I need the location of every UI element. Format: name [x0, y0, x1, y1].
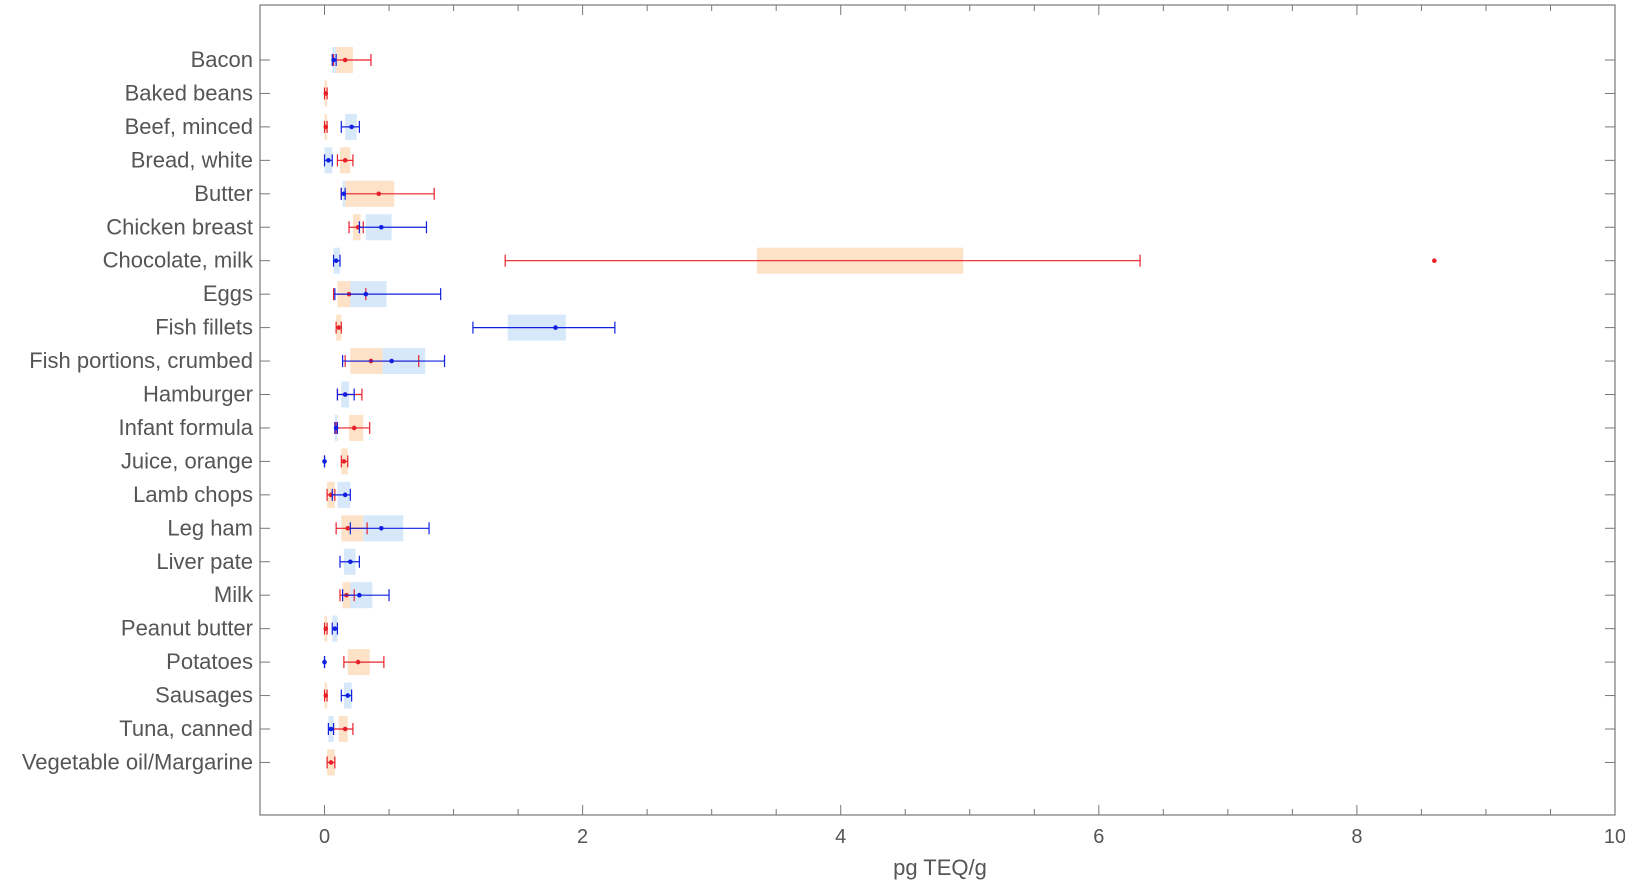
category-label-bacon: Bacon	[191, 47, 253, 72]
x-tick-label: 8	[1351, 826, 1362, 848]
point-tuna-canned-s0	[342, 726, 348, 732]
x-tick-label: 10	[1604, 826, 1625, 848]
point-infant-formula-s0	[351, 425, 357, 431]
point-fish-fillets-s1	[553, 325, 558, 330]
category-label-sausages: Sausages	[155, 683, 253, 708]
point-vegetable-oil-margarine-s0	[328, 760, 334, 765]
point-potatoes-s0	[355, 659, 361, 665]
point-chicken-breast-s1	[379, 224, 384, 230]
point-butter-s0	[376, 191, 382, 197]
category-label-fish-fillets: Fish fillets	[155, 315, 253, 340]
whisker-layer	[322, 54, 1437, 769]
point-infant-formula-s1	[333, 425, 339, 431]
point-butter-s1	[341, 191, 347, 197]
category-label-hamburger: Hamburger	[143, 382, 253, 407]
category-label-eggs: Eggs	[203, 281, 253, 306]
point-leg-ham-s0	[345, 526, 351, 531]
category-label-milk: Milk	[214, 582, 254, 607]
point-bread-white-s0	[342, 158, 348, 163]
point-leg-ham-s1	[379, 526, 384, 531]
point-juice-orange-s1	[322, 459, 327, 464]
point-juice-orange-s0	[341, 459, 347, 464]
category-label-baked-beans: Baked beans	[125, 80, 253, 105]
x-axis: 0 2 4 6 8 10	[259, 5, 1625, 848]
category-labels: Bacon Baked beans Beef, minced Bread, white…	[22, 47, 1615, 774]
category-label-lamb-chops: Lamb chops	[133, 482, 253, 507]
x-tick-label: 6	[1093, 826, 1104, 848]
box-rect-layer	[324, 47, 964, 776]
point-eggs-s1	[363, 291, 369, 297]
category-label-potatoes: Potatoes	[166, 649, 253, 674]
point-potatoes-s1	[322, 659, 327, 665]
point-fish-fillets-s0	[336, 325, 342, 330]
point-baked-beans-s0	[323, 91, 329, 96]
category-label-butter: Butter	[194, 181, 253, 206]
point-tuna-canned-s1	[328, 726, 334, 732]
point-chocolate-milk-s1	[333, 258, 339, 264]
point-bacon-s1	[331, 57, 336, 63]
point-chocolate-milk-s0	[1432, 258, 1437, 264]
x-axis-title: pg TEQ/g	[893, 855, 987, 880]
category-label-infant-formula: Infant formula	[118, 415, 253, 440]
point-fish-portions-crumbed-s1	[389, 358, 394, 364]
category-label-leg-ham: Leg ham	[167, 515, 253, 540]
point-beef-minced-s0	[323, 124, 329, 130]
point-bacon-s0	[342, 57, 348, 63]
category-label-chocolate-milk: Chocolate, milk	[103, 248, 254, 273]
category-label-juice-orange: Juice, orange	[121, 448, 253, 473]
point-bread-white-s1	[326, 158, 331, 163]
point-sausages-s1	[345, 693, 351, 698]
point-hamburger-s1	[342, 392, 348, 397]
point-liver-pate-s1	[348, 559, 353, 565]
point-peanut-butter-s1	[332, 626, 338, 631]
x-tick-label: 4	[835, 826, 846, 848]
plot-frame	[259, 4, 1616, 816]
category-label-fish-portions-crumbed: Fish portions, crumbed	[29, 348, 253, 373]
category-label-liver-pate: Liver pate	[156, 549, 253, 574]
point-sausages-s0	[323, 693, 329, 698]
point-milk-s1	[357, 592, 362, 598]
category-label-bread-white: Bread, white	[131, 147, 253, 172]
point-lamb-chops-s1	[342, 492, 348, 498]
category-label-tuna-canned: Tuna, canned	[119, 716, 253, 741]
x-tick-label: 0	[319, 826, 330, 848]
category-label-chicken-breast: Chicken breast	[106, 214, 253, 239]
x-tick-label: 2	[577, 826, 588, 848]
point-peanut-butter-s0	[323, 626, 329, 631]
category-label-beef-minced: Beef, minced	[125, 114, 253, 139]
category-label-peanut-butter: Peanut butter	[121, 616, 253, 641]
point-beef-minced-s1	[349, 124, 354, 130]
box-series-layer	[322, 47, 1437, 776]
category-label-vegetable-oil-margarine: Vegetable oil/Margarine	[22, 749, 253, 774]
